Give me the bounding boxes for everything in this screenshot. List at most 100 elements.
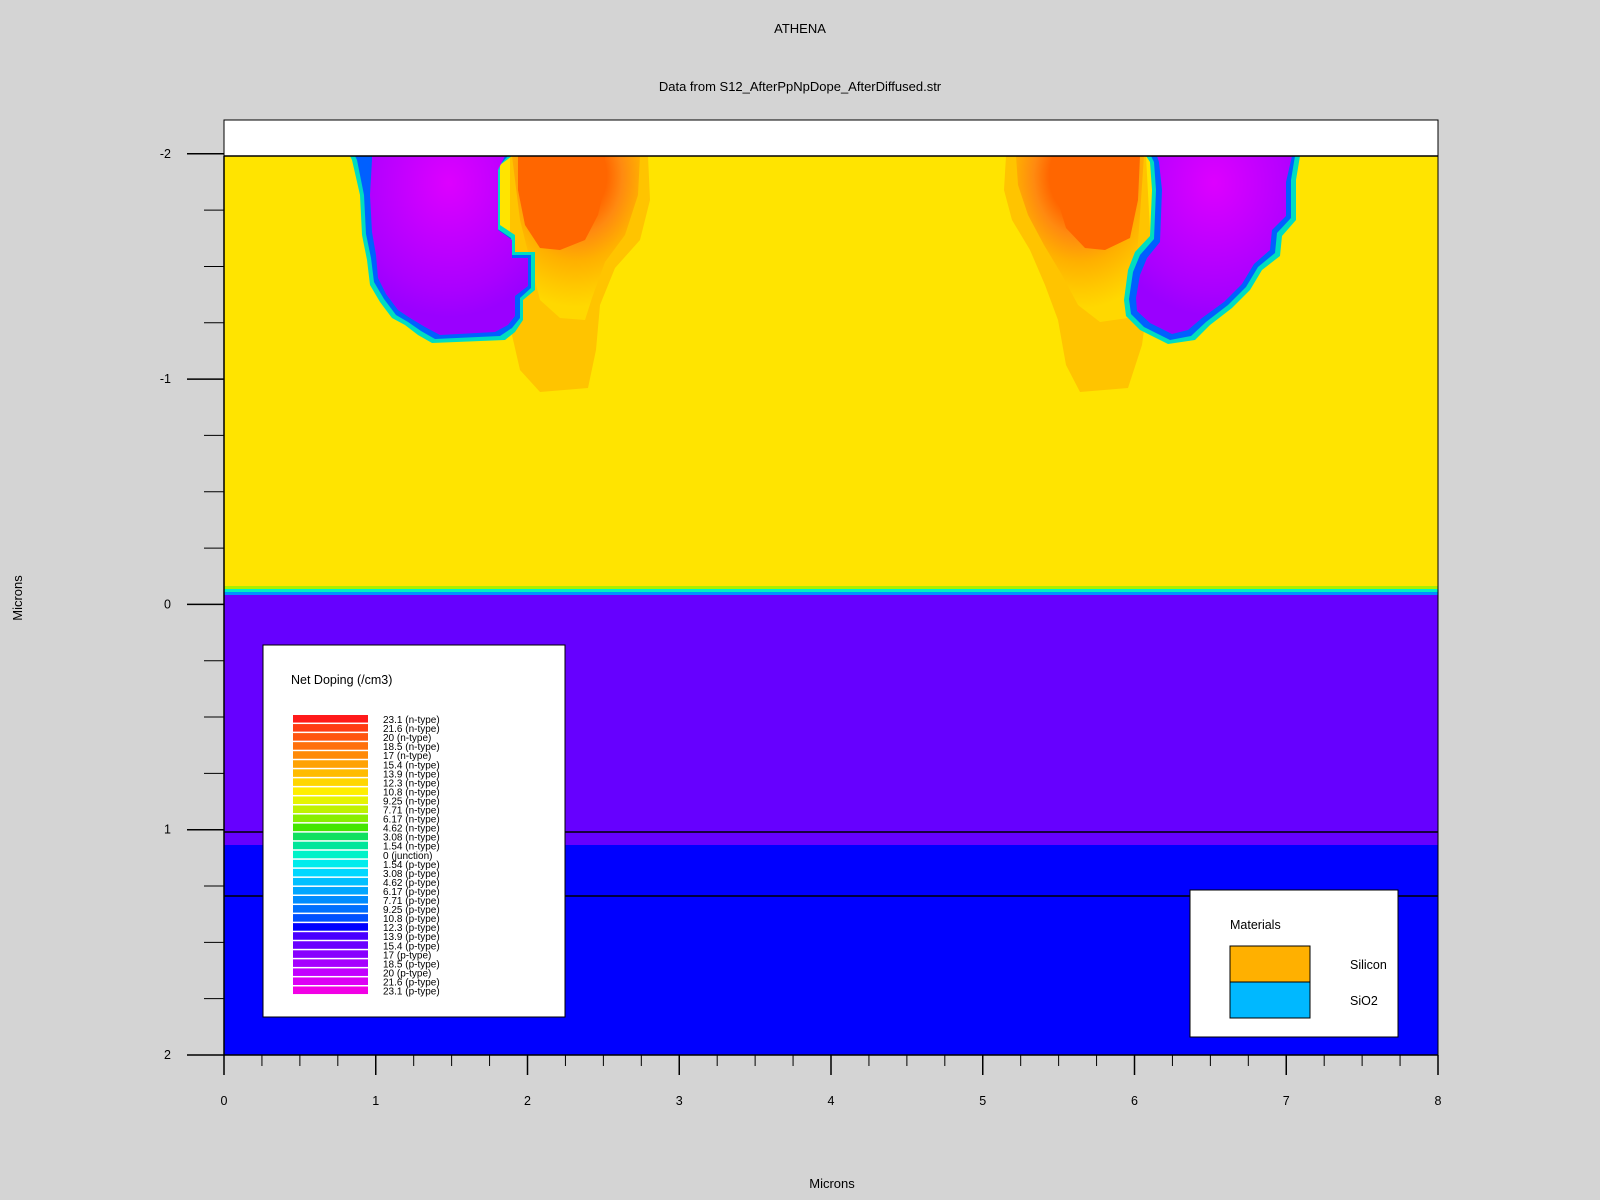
x-axis-label: Microns: [809, 1176, 855, 1191]
materials-legend-title: Materials: [1230, 918, 1281, 932]
n-well-left-peak: [518, 156, 605, 250]
doping-legend-entries: 23.1 (n-type)21.6 (n-type)20 (n-type)18.…: [293, 715, 440, 998]
doping-legend-swatch: [293, 841, 368, 850]
doping-legend-label: 9.25 (p-type): [383, 905, 440, 916]
y-tick-label: 0: [164, 597, 171, 611]
p-well-left: [370, 156, 528, 335]
y-axis-label: Microns: [10, 575, 25, 621]
chart-title: ATHENA: [774, 21, 826, 36]
doping-legend-label: 23.1 (n-type): [383, 715, 440, 726]
doping-legend-swatch: [293, 932, 368, 940]
doping-legend-label: 10.8 (p-type): [383, 914, 440, 925]
doping-legend-label: 21.6 (n-type): [383, 724, 440, 735]
doping-legend-label: 7.71 (n-type): [383, 806, 440, 817]
materials-legend-entries: Silicon SiO2: [1229, 945, 1387, 1019]
doping-legend-label: 15.4 (p-type): [383, 941, 440, 952]
p-well-right: [1136, 156, 1292, 334]
x-ticks: 0 1 2 3 4 5 6 7 8: [221, 1055, 1442, 1108]
x-tick-label: 2: [524, 1094, 531, 1108]
doping-legend-label: 3.08 (p-type): [383, 869, 440, 880]
doping-legend-label: 1.54 (n-type): [383, 842, 440, 853]
doping-legend-swatch: [293, 832, 368, 841]
doping-legend-label: 0 (junction): [383, 851, 432, 862]
doping-legend-swatch: [293, 868, 368, 877]
doping-legend-swatch: [293, 733, 368, 741]
doping-legend-swatch: [293, 896, 368, 904]
doping-legend: Net Doping (/cm3) 23.1 (n-type)21.6 (n-t…: [262, 644, 566, 1018]
doping-legend-label: 12.3 (n-type): [383, 778, 440, 789]
doping-legend-swatch: [293, 823, 368, 832]
y-ticks: -2 -1 0 1 2: [160, 147, 224, 1062]
doping-legend-label: 18.5 (n-type): [383, 742, 440, 753]
doping-legend-label: 9.25 (n-type): [383, 796, 440, 807]
doping-legend-swatch: [293, 850, 368, 859]
top-layer-region: [224, 120, 1438, 156]
doping-legend-swatch: [293, 986, 368, 995]
n-well-right-peak: [1052, 156, 1140, 250]
doping-legend-label: 6.17 (n-type): [383, 815, 440, 826]
doping-legend-swatch: [293, 751, 368, 759]
y-tick-label: 2: [164, 1048, 171, 1062]
doping-legend-swatch: [293, 950, 368, 958]
doping-legend-title: Net Doping (/cm3): [291, 673, 392, 687]
x-tick-label: 7: [1283, 1094, 1290, 1108]
x-tick-label: 1: [372, 1094, 379, 1108]
x-tick-label: 4: [828, 1094, 835, 1108]
doping-legend-swatch: [293, 886, 368, 895]
doping-legend-label: 4.62 (n-type): [383, 824, 440, 835]
doping-legend-label: 20 (n-type): [383, 733, 431, 744]
doping-legend-label: 15.4 (n-type): [383, 760, 440, 771]
doping-legend-label: 3.08 (n-type): [383, 833, 440, 844]
doping-legend-label: 18.5 (p-type): [383, 959, 440, 970]
doping-legend-label: 23.1 (p-type): [383, 987, 440, 998]
x-tick-label: 6: [1131, 1094, 1138, 1108]
doping-legend-label: 4.62 (p-type): [383, 878, 440, 889]
doping-legend-swatch: [293, 923, 368, 931]
doping-legend-label: 17 (p-type): [383, 950, 431, 961]
junction-band: [224, 589, 1438, 592]
material-legend-swatch: [1229, 981, 1311, 1019]
doping-legend-swatch: [293, 814, 368, 823]
junction-band: [224, 586, 1438, 589]
material-legend-label: Silicon: [1350, 958, 1387, 972]
doping-legend-swatch: [293, 905, 368, 913]
doping-legend-label: 12.3 (p-type): [383, 923, 440, 934]
material-legend-swatch: [1229, 945, 1311, 983]
x-tick-label: 0: [221, 1094, 228, 1108]
doping-legend-swatch: [293, 724, 368, 732]
doping-legend-swatch: [293, 968, 368, 976]
doping-legend-swatch: [293, 742, 368, 750]
materials-legend: Materials Silicon SiO2: [1189, 889, 1399, 1038]
doping-legend-label: 21.6 (p-type): [383, 977, 440, 988]
y-tick-label: -1: [160, 372, 171, 386]
doping-legend-swatch: [293, 778, 368, 786]
doping-legend-swatch: [293, 715, 368, 723]
doping-legend-swatch: [293, 941, 368, 949]
x-tick-label: 3: [676, 1094, 683, 1108]
doping-legend-label: 7.71 (p-type): [383, 896, 440, 907]
doping-legend-label: 10.8 (n-type): [383, 787, 440, 798]
x-tick-label: 5: [979, 1094, 986, 1108]
doping-legend-swatch: [293, 787, 368, 795]
y-tick-label: -2: [160, 147, 171, 161]
chart-subtitle: Data from S12_AfterPpNpDope_AfterDiffuse…: [659, 79, 942, 94]
y-tick-label: 1: [164, 823, 171, 837]
doping-legend-swatch: [293, 805, 368, 814]
doping-legend-swatch: [293, 914, 368, 922]
doping-legend-label: 17 (n-type): [383, 751, 431, 762]
doping-legend-swatch: [293, 859, 368, 868]
doping-legend-label: 1.54 (p-type): [383, 860, 440, 871]
x-tick-label: 8: [1435, 1094, 1442, 1108]
doping-legend-swatch: [293, 977, 368, 985]
doping-legend-label: 6.17 (p-type): [383, 887, 440, 898]
doping-legend-label: 20 (p-type): [383, 968, 431, 979]
doping-legend-swatch: [293, 796, 368, 804]
doping-legend-swatch: [293, 769, 368, 777]
junction-band: [224, 592, 1438, 595]
material-legend-label: SiO2: [1350, 994, 1378, 1008]
doping-legend-swatch: [293, 760, 368, 768]
doping-legend-swatch: [293, 877, 368, 886]
doping-legend-label: 13.9 (p-type): [383, 932, 440, 943]
doping-legend-label: 13.9 (n-type): [383, 769, 440, 780]
